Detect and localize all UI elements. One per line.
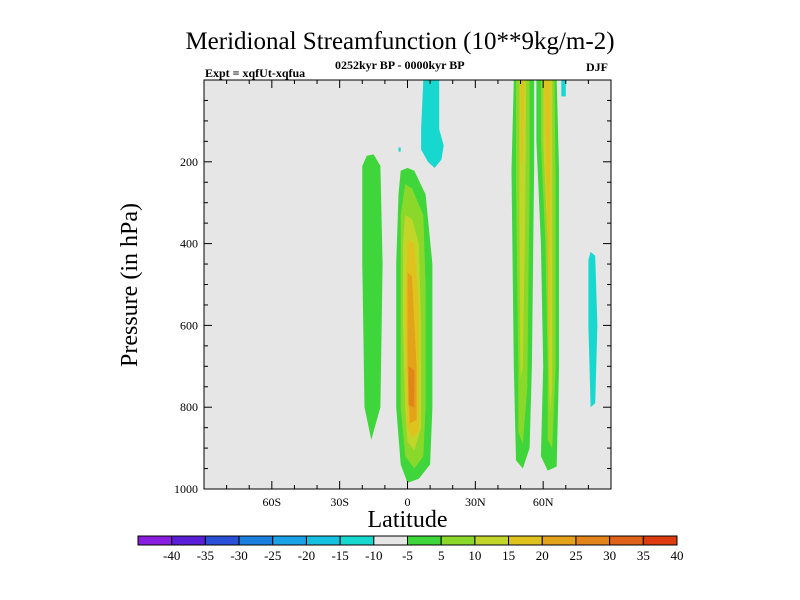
chart-title: Meridional Streamfunction (10**9kg/m-2) [185,28,615,55]
y-axis-label: Pressure (in hPa) [117,203,143,367]
colorbar-swatch [642,535,678,546]
colorbar-label: 35 [637,548,650,563]
colorbar-label: -10 [365,548,382,563]
contour-region-3 [588,251,598,408]
contour-region-18 [544,80,550,342]
x-tick-label: 0 [405,495,411,509]
y-tick-label: 400 [180,237,198,251]
y-tick-label: 800 [180,400,198,414]
colorbar-label: 10 [468,548,481,563]
y-tick-label: 1000 [174,482,198,496]
colorbar-label: -5 [402,548,413,563]
colorbar-swatch [204,535,240,546]
colorbar-swatch [575,535,611,546]
experiment-label: Expt = xqfUt-xqfua [205,66,306,80]
colorbar-swatch [373,535,408,546]
contour-region-4 [362,154,383,440]
plot-area [204,80,611,489]
x-axis-label: Latitude [368,507,448,533]
colorbar-label: -40 [163,548,180,563]
colorbar-swatch [272,535,307,546]
contour-region-0 [421,80,444,168]
colorbar-swatch [238,535,274,546]
colorbar-swatch [339,535,375,546]
colorbar-swatch [407,535,442,546]
x-tick-label: 30S [330,495,349,509]
colorbar-swatch [541,535,577,546]
y-tick-label: 200 [180,155,198,169]
colorbar-label: 5 [438,548,445,563]
contour-region-10 [408,366,415,408]
season-label: DJF [586,60,608,74]
colorbar-label: -30 [230,548,247,563]
x-tick-label: 30N [465,495,486,509]
colorbar-label: -25 [264,548,281,563]
colorbar: -40 -35 -30 -25 -20 -15 -10 -5 5 10 15 20 25 30 35 40 [137,535,684,563]
axes: 60S 30S 0 30N 60N 200 400 600 800 1000 Latitude Pre… [117,79,612,533]
colorbar-label: 25 [569,548,582,563]
colorbar-label: 30 [603,548,616,563]
colorbar-label: -35 [197,548,214,563]
colorbar-swatch [171,535,206,546]
colorbar-swatch [440,535,476,546]
contour-region-14 [520,80,524,162]
colorbar-label: 40 [671,548,684,563]
x-tick-label: 60S [262,495,281,509]
colorbar-swatch [137,535,173,546]
x-tick-label: 60N [533,495,554,509]
y-tick-label: 600 [180,318,198,332]
colorbar-swatch [609,535,644,546]
colorbar-label: 15 [502,548,515,563]
contour-region-1 [398,147,401,152]
colorbar-label: 20 [536,548,549,563]
contour-region-2 [561,80,566,97]
colorbar-label: -15 [331,548,348,563]
colorbar-swatch [508,535,543,546]
colorbar-swatch [305,535,341,546]
period-label: 0252kyr BP - 0000kyr BP [335,58,465,72]
colorbar-label: -20 [298,548,315,563]
colorbar-swatch [474,535,510,546]
